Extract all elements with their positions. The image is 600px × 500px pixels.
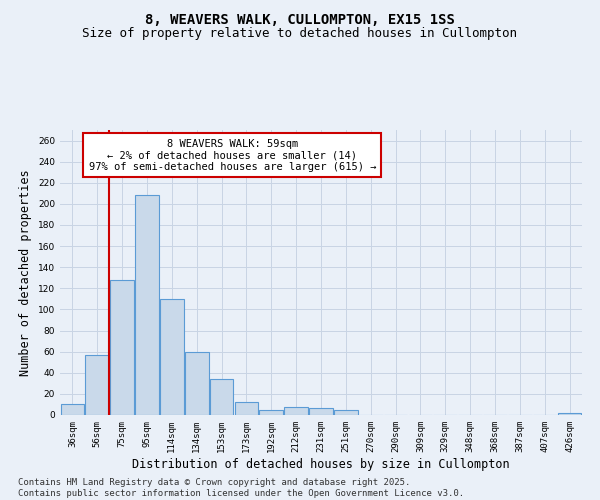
Bar [284, 406, 308, 415]
Bar [334, 410, 358, 415]
Bar [160, 299, 184, 415]
Bar [85, 355, 109, 415]
Bar [235, 402, 258, 415]
Y-axis label: Number of detached properties: Number of detached properties [19, 169, 32, 376]
X-axis label: Distribution of detached houses by size in Cullompton: Distribution of detached houses by size … [132, 458, 510, 470]
Bar [259, 410, 283, 415]
Bar [185, 352, 209, 415]
Bar [135, 196, 159, 415]
Bar [61, 404, 84, 415]
Bar [110, 280, 134, 415]
Text: Size of property relative to detached houses in Cullompton: Size of property relative to detached ho… [83, 28, 517, 40]
Bar [210, 379, 233, 415]
Bar [558, 413, 581, 415]
Text: 8, WEAVERS WALK, CULLOMPTON, EX15 1SS: 8, WEAVERS WALK, CULLOMPTON, EX15 1SS [145, 12, 455, 26]
Text: Contains HM Land Registry data © Crown copyright and database right 2025.
Contai: Contains HM Land Registry data © Crown c… [18, 478, 464, 498]
Bar [309, 408, 333, 415]
Text: 8 WEAVERS WALK: 59sqm
← 2% of detached houses are smaller (14)
97% of semi-detac: 8 WEAVERS WALK: 59sqm ← 2% of detached h… [89, 138, 376, 172]
